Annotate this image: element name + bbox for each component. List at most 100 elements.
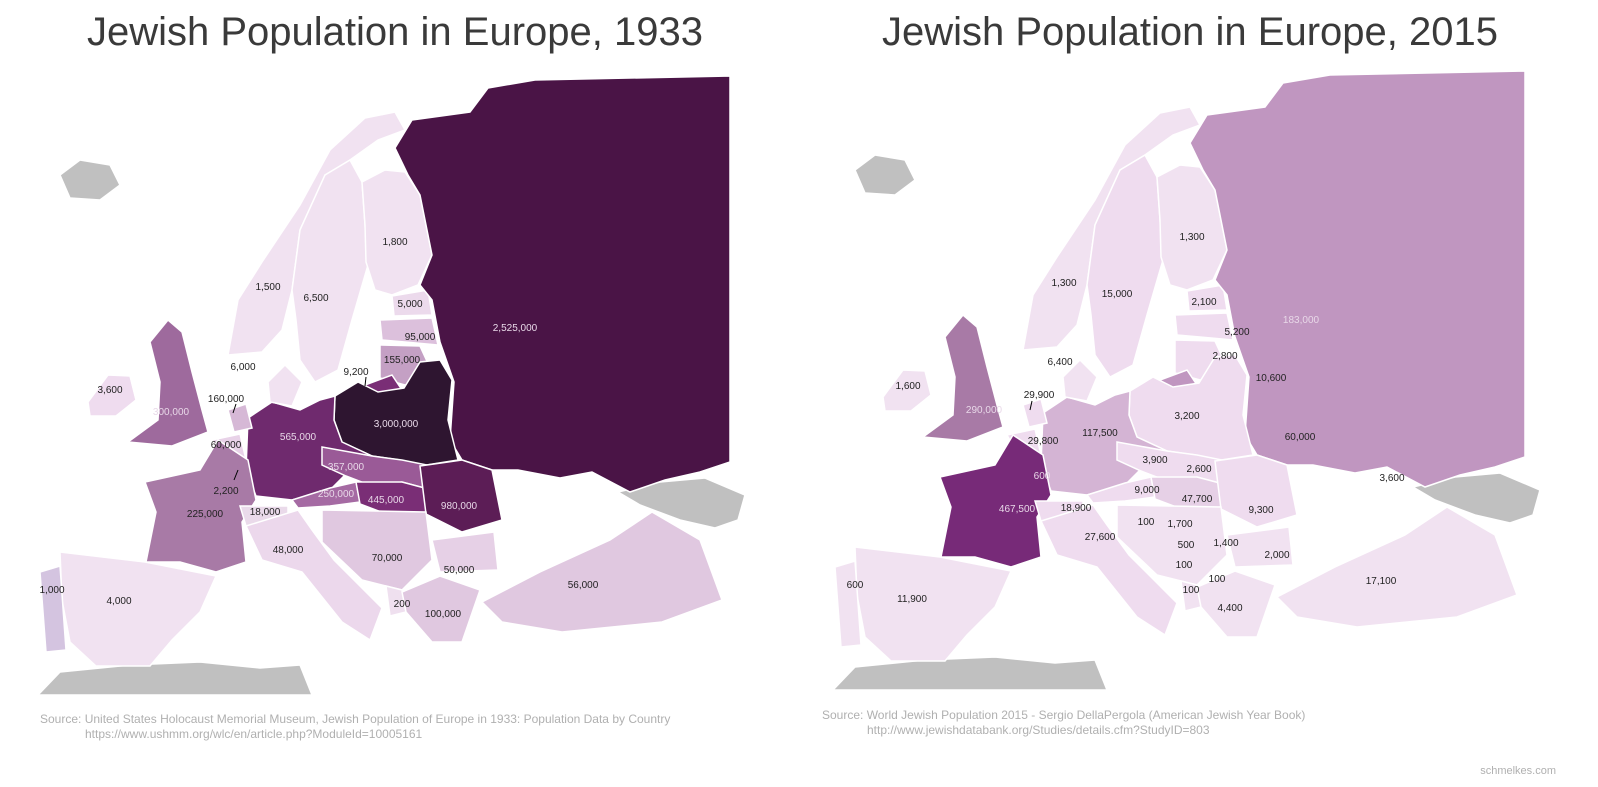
country-value: 4,400 [1217, 603, 1242, 614]
country-value: 3,600 [97, 385, 122, 396]
country-bulgaria [1226, 526, 1294, 568]
map-1933 [36, 75, 746, 696]
country-uk [920, 313, 1004, 442]
country-value: 47,700 [1182, 494, 1213, 505]
country-value: 100 [1183, 585, 1200, 596]
country-value: 225,000 [187, 509, 224, 520]
country-latvia [379, 317, 439, 346]
country-caucasus [1411, 472, 1541, 524]
source-text: Source: World Jewish Population 2015 - S… [822, 708, 1306, 722]
country-value: 1,400 [1213, 538, 1238, 549]
country-spain [854, 546, 1013, 662]
country-value: 200 [394, 599, 411, 610]
country-turkey [1275, 506, 1518, 628]
country-value: 250,000 [318, 489, 355, 500]
country-estonia [391, 289, 433, 317]
country-value: 1,600 [895, 381, 920, 392]
leader-line [1029, 400, 1033, 411]
country-value: 100 [1176, 560, 1193, 571]
map-2015-title: Jewish Population in Europe, 2015 [882, 10, 1498, 54]
country-value: 11,900 [897, 594, 927, 605]
source-url[interactable]: http://www.jewishdatabank.org/Studies/de… [867, 723, 1210, 737]
country-spain [59, 551, 218, 667]
country-caucasus [616, 477, 746, 529]
country-russia [1189, 70, 1526, 488]
country-value: 95,000 [405, 332, 436, 343]
country-sweden [291, 158, 369, 383]
country-romania [1214, 454, 1298, 528]
country-value: 17,100 [1366, 576, 1397, 587]
country-value: 2,100 [1191, 297, 1216, 308]
leader-line [364, 376, 367, 387]
country-value: 2,800 [1212, 351, 1237, 362]
country-value: 6,400 [1047, 357, 1072, 368]
source-url[interactable]: https://www.ushmm.org/wlc/en/article.php… [85, 727, 423, 741]
source-2015: Source: World Jewish Population 2015 - S… [822, 708, 1305, 738]
map-1933-title: Jewish Population in Europe, 1933 [87, 10, 703, 54]
country-value: 2,525,000 [493, 323, 538, 334]
country-value: 300,000 [153, 407, 190, 418]
country-value: 15,000 [1102, 289, 1133, 300]
country-value: 3,200 [1174, 411, 1199, 422]
leader-line [233, 469, 239, 481]
country-portugal [39, 565, 67, 653]
country-finland [361, 169, 433, 296]
country-italy [244, 509, 383, 642]
country-value: 2,200 [213, 486, 238, 497]
country-value: 117,500 [1082, 428, 1118, 439]
country-france [938, 433, 1052, 568]
country-italy [1039, 504, 1178, 637]
country-value: 160,000 [208, 394, 245, 405]
country-norway [1022, 106, 1202, 351]
country-value: 50,000 [444, 565, 475, 576]
country-ireland [87, 374, 137, 417]
country-netherlands [1022, 398, 1048, 428]
country-value: 29,900 [1024, 390, 1055, 401]
country-value: 18,000 [250, 507, 281, 518]
country-value: 70,000 [372, 553, 403, 564]
country-value: 56,000 [568, 580, 599, 591]
country-value: 100 [1209, 574, 1226, 585]
country-netherlands [227, 403, 253, 433]
country-value: 18,900 [1061, 503, 1092, 514]
country-value: 155,000 [384, 355, 421, 366]
country-value: 9,000 [1134, 485, 1159, 496]
country-norway [227, 111, 407, 356]
country-value: 445,000 [368, 495, 405, 506]
country-value: 1,000 [39, 585, 64, 596]
country-value: 48,000 [273, 545, 304, 556]
country-value: 565,000 [280, 432, 317, 443]
labels-1933: 1,800 1,500 6,500 5,000 95,000 2,525,000… [39, 237, 598, 620]
country-portugal [834, 560, 862, 648]
country-value: 6,000 [230, 362, 255, 373]
country-value: 6,500 [303, 293, 328, 304]
country-value: 3,000,000 [374, 419, 419, 430]
country-value: 100 [1138, 517, 1155, 528]
labels-2015: 1,300 1,300 15,000 2,100 183,000 5,200 2… [847, 232, 1405, 614]
country-value: 2,000 [1264, 550, 1289, 561]
country-value: 100,000 [425, 609, 462, 620]
country-value: 60,000 [1285, 432, 1316, 443]
country-latvia [1174, 312, 1234, 341]
country-greece [401, 575, 481, 643]
country-value: 1,300 [1051, 278, 1076, 289]
country-value: 357,000 [328, 462, 365, 473]
country-value: 60,000 [211, 440, 242, 451]
country-value: 3,600 [1379, 473, 1404, 484]
country-uk [125, 318, 209, 447]
source-1933: Source: United States Holocaust Memorial… [40, 712, 670, 742]
country-africa [831, 656, 1109, 691]
country-value: 5,000 [397, 299, 422, 310]
country-value: 290,000 [966, 405, 1003, 416]
country-value: 1,300 [1179, 232, 1204, 243]
credit: schmelkes.com [1480, 765, 1556, 777]
country-value: 5,200 [1224, 327, 1249, 338]
country-value: 600 [847, 580, 864, 591]
country-value: 500 [1178, 540, 1195, 551]
country-value: 600 [1034, 471, 1051, 482]
country-denmark [1062, 358, 1098, 402]
country-value: 10,600 [1256, 373, 1287, 384]
country-value: 9,300 [1248, 505, 1273, 516]
country-value: 3,900 [1142, 455, 1167, 466]
